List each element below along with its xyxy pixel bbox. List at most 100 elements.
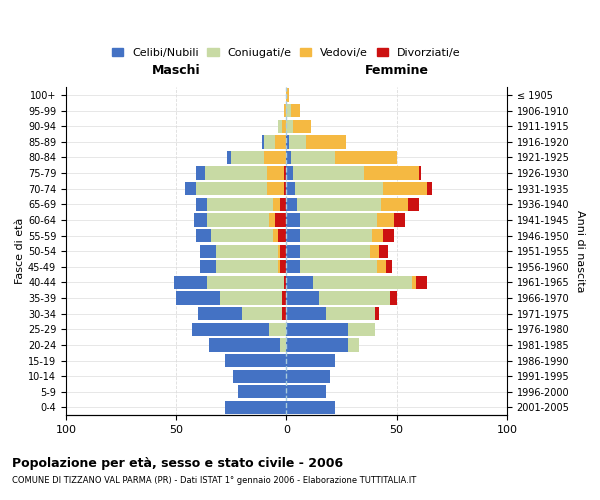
- Bar: [269, 214, 275, 226]
- Bar: [379, 244, 388, 258]
- Bar: [374, 307, 379, 320]
- Bar: [299, 229, 373, 242]
- Bar: [291, 104, 299, 118]
- Bar: [286, 354, 335, 367]
- Bar: [227, 151, 231, 164]
- Bar: [383, 229, 394, 242]
- Bar: [273, 198, 280, 211]
- Bar: [282, 120, 286, 133]
- Bar: [394, 214, 406, 226]
- Bar: [200, 244, 216, 258]
- Bar: [286, 166, 293, 180]
- Bar: [278, 229, 286, 242]
- Bar: [390, 292, 397, 304]
- Bar: [216, 260, 278, 274]
- Bar: [185, 182, 196, 196]
- Bar: [295, 182, 383, 196]
- Bar: [286, 229, 299, 242]
- Bar: [286, 182, 295, 196]
- Bar: [233, 370, 286, 383]
- Bar: [278, 244, 280, 258]
- Bar: [242, 307, 282, 320]
- Bar: [198, 307, 242, 320]
- Bar: [286, 385, 326, 398]
- Bar: [284, 276, 286, 289]
- Bar: [262, 135, 265, 148]
- Bar: [191, 322, 269, 336]
- Bar: [299, 260, 377, 274]
- Bar: [209, 338, 280, 351]
- Bar: [174, 276, 207, 289]
- Bar: [291, 151, 335, 164]
- Bar: [278, 120, 282, 133]
- Bar: [289, 135, 306, 148]
- Bar: [196, 198, 207, 211]
- Bar: [278, 260, 280, 274]
- Bar: [207, 214, 269, 226]
- Bar: [286, 151, 291, 164]
- Bar: [286, 214, 299, 226]
- Bar: [286, 307, 326, 320]
- Bar: [286, 120, 293, 133]
- Bar: [293, 120, 311, 133]
- Bar: [280, 244, 286, 258]
- Bar: [348, 322, 374, 336]
- Bar: [299, 214, 377, 226]
- Bar: [319, 292, 390, 304]
- Bar: [286, 276, 313, 289]
- Bar: [286, 260, 299, 274]
- Bar: [286, 292, 319, 304]
- Bar: [266, 166, 284, 180]
- Bar: [280, 260, 286, 274]
- Bar: [220, 292, 282, 304]
- Bar: [280, 198, 286, 211]
- Bar: [286, 338, 348, 351]
- Bar: [373, 229, 383, 242]
- Bar: [265, 151, 286, 164]
- Bar: [293, 166, 364, 180]
- Bar: [224, 354, 286, 367]
- Bar: [176, 292, 220, 304]
- Bar: [381, 198, 407, 211]
- Bar: [416, 276, 427, 289]
- Y-axis label: Anni di nascita: Anni di nascita: [575, 210, 585, 292]
- Bar: [286, 198, 298, 211]
- Bar: [196, 229, 211, 242]
- Bar: [286, 322, 348, 336]
- Bar: [286, 135, 289, 148]
- Bar: [427, 182, 432, 196]
- Bar: [211, 229, 273, 242]
- Bar: [275, 135, 286, 148]
- Bar: [412, 276, 416, 289]
- Bar: [231, 151, 265, 164]
- Bar: [306, 135, 346, 148]
- Bar: [284, 166, 286, 180]
- Bar: [238, 385, 286, 398]
- Bar: [286, 88, 289, 102]
- Bar: [326, 307, 374, 320]
- Bar: [286, 244, 299, 258]
- Bar: [265, 135, 275, 148]
- Bar: [284, 182, 286, 196]
- Bar: [273, 229, 278, 242]
- Bar: [200, 260, 216, 274]
- Bar: [266, 182, 284, 196]
- Bar: [364, 166, 419, 180]
- Bar: [196, 166, 205, 180]
- Bar: [282, 292, 286, 304]
- Bar: [275, 214, 286, 226]
- Bar: [377, 214, 394, 226]
- Bar: [284, 104, 286, 118]
- Bar: [280, 338, 286, 351]
- Bar: [407, 198, 419, 211]
- Text: COMUNE DI TIZZANO VAL PARMA (PR) - Dati ISTAT 1° gennaio 2006 - Elaborazione TUT: COMUNE DI TIZZANO VAL PARMA (PR) - Dati …: [12, 476, 416, 485]
- Bar: [348, 338, 359, 351]
- Bar: [282, 307, 286, 320]
- Text: Maschi: Maschi: [152, 64, 200, 77]
- Bar: [377, 260, 386, 274]
- Bar: [286, 104, 291, 118]
- Bar: [386, 260, 392, 274]
- Bar: [224, 401, 286, 414]
- Text: Femmine: Femmine: [365, 64, 428, 77]
- Y-axis label: Fasce di età: Fasce di età: [15, 218, 25, 284]
